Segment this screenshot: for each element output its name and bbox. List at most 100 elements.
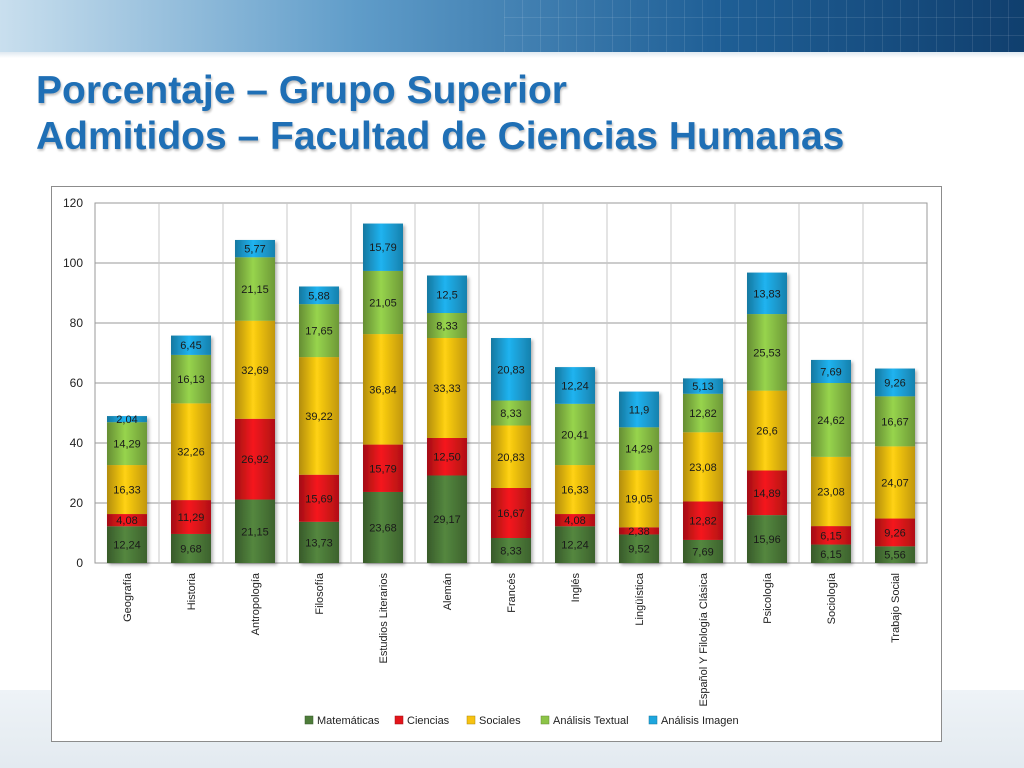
y-tick-label: 0 [76, 556, 83, 570]
page-title: Porcentaje – Grupo Superior Admitidos – … [36, 68, 844, 160]
data-label: 20,83 [497, 364, 525, 376]
bar-segment [811, 456, 851, 527]
bar-stack [107, 416, 147, 563]
legend-label: Análisis Textual [553, 715, 629, 727]
data-label: 6,45 [180, 340, 201, 352]
data-label: 25,53 [753, 347, 781, 359]
data-label: 26,6 [756, 426, 777, 438]
bar-segment [683, 501, 723, 540]
y-tick-label: 20 [70, 496, 84, 510]
bar-segment [235, 499, 275, 563]
bar-segment [427, 437, 467, 476]
x-tick-label: Estudios Literarios [378, 573, 390, 664]
banner-pattern [504, 0, 1024, 52]
legend-item: Ciencias [394, 715, 450, 727]
data-label: 23,08 [689, 462, 717, 474]
y-tick-label: 40 [70, 436, 84, 450]
bar-segment [619, 534, 659, 563]
legend-item: Sociales [466, 715, 521, 727]
data-label: 16,33 [561, 485, 589, 497]
data-label: 15,79 [369, 463, 397, 475]
bar-segment [747, 390, 787, 471]
bar-segment [299, 286, 339, 305]
data-label: 24,07 [881, 477, 909, 489]
legend-label: Ciencias [407, 715, 450, 727]
bar-segment [811, 544, 851, 563]
data-label: 4,08 [116, 515, 137, 527]
bar-segment [299, 304, 339, 358]
data-label: 21,15 [241, 526, 269, 538]
data-label: 20,83 [497, 452, 525, 464]
banner-divider [0, 52, 1024, 58]
bar-stack [683, 378, 723, 563]
y-tick-label: 120 [63, 196, 83, 210]
y-tick-label: 100 [63, 256, 83, 270]
bar-segment [427, 313, 467, 338]
legend-item: Matemáticas [304, 715, 380, 727]
bar-segment [555, 367, 595, 404]
x-tick-label: Alemán [442, 573, 454, 610]
x-tick-label: Sociología [826, 572, 838, 624]
bar-segment [491, 488, 531, 539]
legend-swatch [466, 715, 476, 725]
bar-segment [491, 338, 531, 401]
bar-segment [619, 527, 659, 535]
bar-stack [811, 359, 851, 563]
x-tick-label: Trabajo Social [890, 573, 902, 643]
data-label: 12,82 [689, 408, 717, 420]
data-label: 24,62 [817, 415, 845, 427]
data-label: 23,08 [817, 486, 845, 498]
bar-segment [747, 470, 787, 516]
bar-segment [107, 526, 147, 563]
data-label: 20,41 [561, 429, 589, 441]
bar-segment [427, 338, 467, 438]
data-label: 13,83 [753, 288, 781, 300]
x-tick-label: Español Y Filología Clásica [698, 572, 710, 706]
bar-segment [811, 526, 851, 545]
x-tick-label: Francés [506, 573, 518, 613]
data-label: 32,69 [241, 365, 269, 377]
data-label: 6,15 [820, 549, 841, 561]
data-label: 15,79 [369, 242, 397, 254]
x-tick-label: Lingüística [634, 572, 646, 625]
bar-segment [107, 416, 147, 423]
bar-segment [107, 465, 147, 515]
bar-segment [619, 391, 659, 428]
bar-stack [491, 338, 531, 563]
data-label: 7,69 [692, 546, 713, 558]
bar-segment [619, 470, 659, 528]
data-label: 13,73 [305, 537, 333, 549]
bar-segment [491, 538, 531, 563]
y-tick-label: 80 [70, 316, 84, 330]
data-label: 5,77 [244, 244, 265, 256]
data-label: 19,05 [625, 494, 653, 506]
data-label: 33,33 [433, 383, 461, 395]
data-label: 9,68 [180, 543, 201, 555]
data-label: 21,15 [241, 284, 269, 296]
data-label: 23,68 [369, 522, 397, 534]
bar-stack [747, 272, 787, 563]
y-tick-label: 60 [70, 376, 84, 390]
bar-segment [491, 400, 531, 426]
data-label: 7,69 [820, 366, 841, 378]
bar-segment [363, 334, 403, 445]
legend-label: Matemáticas [317, 715, 380, 727]
legend-label: Análisis Imagen [661, 715, 739, 727]
data-label: 39,22 [305, 411, 333, 423]
header-banner [0, 0, 1024, 52]
data-label: 2,38 [628, 526, 649, 538]
bar-segment [363, 444, 403, 492]
data-label: 9,26 [884, 377, 905, 389]
data-label: 16,67 [497, 508, 525, 520]
bar-segment [875, 546, 915, 563]
bar-segment [683, 393, 723, 433]
bar-stack [875, 368, 915, 563]
x-tick-label: Antropología [250, 572, 262, 635]
bar-stack [363, 223, 403, 563]
bar-segment [811, 359, 851, 383]
data-label: 36,84 [369, 384, 397, 396]
bar-segment [171, 533, 211, 563]
bar-segment [683, 539, 723, 563]
data-label: 14,29 [625, 444, 653, 456]
